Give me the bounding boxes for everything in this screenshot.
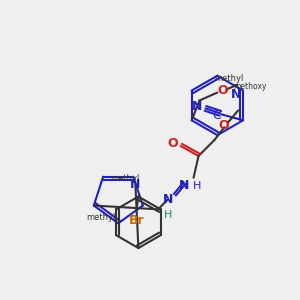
Text: methyl: methyl — [86, 213, 115, 222]
Text: N: N — [178, 179, 189, 192]
Text: Br: Br — [129, 214, 144, 227]
Text: methoxy: methoxy — [233, 82, 267, 91]
Text: N: N — [192, 100, 203, 113]
Text: C: C — [212, 109, 221, 122]
Text: methyl: methyl — [110, 174, 140, 183]
Text: O: O — [218, 119, 229, 132]
Text: O: O — [167, 136, 178, 150]
Text: N: N — [231, 88, 242, 101]
Text: N: N — [130, 178, 141, 191]
Text: N: N — [163, 193, 173, 206]
Text: O: O — [217, 84, 228, 97]
Text: H: H — [164, 210, 172, 220]
Text: H: H — [193, 181, 202, 191]
Text: methyl: methyl — [214, 74, 244, 83]
